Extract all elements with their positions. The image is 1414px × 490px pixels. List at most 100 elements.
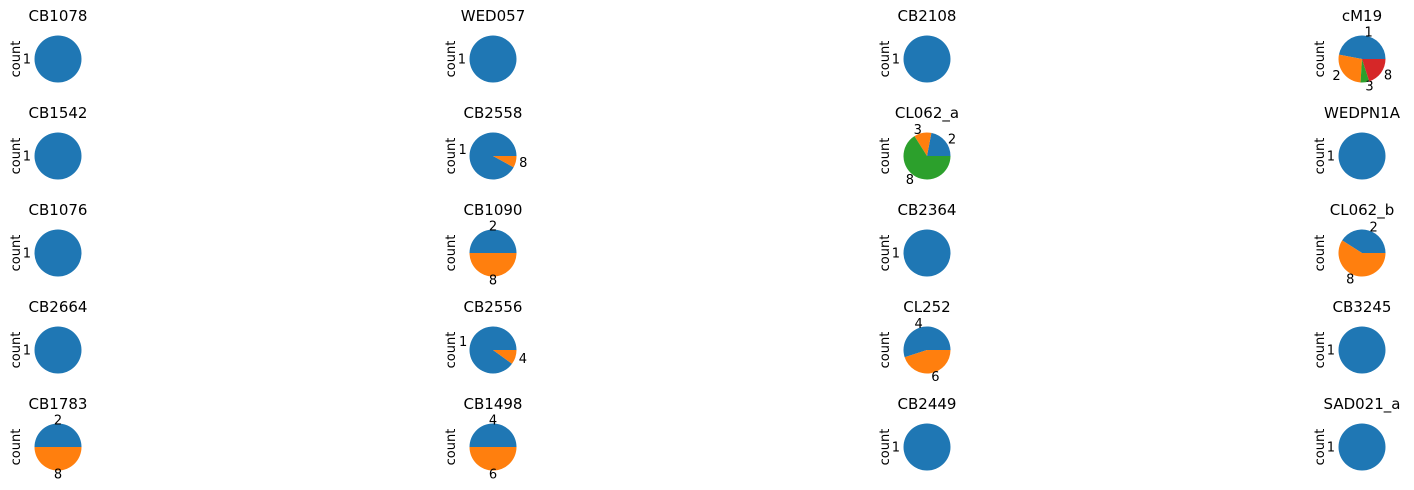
slice-label: 8 [906,173,914,188]
slice-label: 4 [519,352,527,367]
slice-label: 1 [1327,441,1335,456]
slice-label: 1 [459,143,467,158]
slice-label: 1 [23,53,31,68]
pie-slice [469,132,517,180]
slice-label: 1 [1327,150,1335,165]
y-axis-label: count [878,332,893,369]
slice-label: 8 [489,274,497,289]
chart-title: CB2556 [464,298,523,316]
slice-label: 1 [23,344,31,359]
y-axis-label: count [1313,332,1328,369]
chart-title: CB1783 [29,395,88,413]
pie-slice [1360,59,1370,83]
slice-label: 1 [892,53,900,68]
y-axis-label: count [444,429,459,466]
slice-label: 3 [914,123,922,138]
y-axis-label: count [444,41,459,78]
slice-label: 4 [489,413,497,428]
pie-chart: CB1090 count 2 8 [444,201,522,289]
slice-label: 1 [458,53,466,68]
pie-slice [469,35,517,83]
pie-slice [34,447,82,471]
pie-slice [1338,423,1386,471]
chart-title: CB3245 [1333,298,1392,316]
pie-slice [469,253,517,277]
chart-title: CB2449 [898,395,957,413]
y-axis-label: count [1313,41,1328,78]
y-axis-label: count [9,332,24,369]
pie-slice [1362,59,1386,82]
chart-title: CB2664 [29,298,88,316]
chart-title: CB1078 [29,7,88,25]
y-axis-label: count [878,235,893,272]
chart-title: WED057 [461,7,526,25]
slice-label: 1 [1327,344,1335,359]
y-axis-label: count [9,138,24,175]
y-axis-label: count [1313,235,1328,272]
pie-chart: CB1498 count 4 6 [444,395,522,483]
pie-slice [469,447,517,471]
y-axis-label: count [444,138,459,175]
slice-label: 2 [54,413,62,428]
slice-label: 6 [489,468,497,483]
pie-slice [493,156,517,168]
slice-label: 3 [1365,79,1373,94]
y-axis-label: count [9,235,24,272]
pie-slice [1338,35,1386,59]
pie-slice [1342,229,1386,253]
slice-label: 1 [892,441,900,456]
pie-chart: CB2558 count 1 8 [444,104,527,180]
pie-slice [469,326,517,374]
slice-label: 8 [1346,272,1354,287]
pie-slice [34,132,82,180]
pie-slice [34,35,82,83]
y-axis-label: count [1313,138,1328,175]
chart-title: SAD021_a [1324,395,1401,414]
pie-slice [903,229,951,277]
pie-slice [904,350,951,374]
pie-slice [1338,240,1386,277]
slice-label: 8 [519,156,527,171]
pie-slice [914,132,932,156]
y-axis-label: count [9,429,24,466]
slice-label: 2 [1332,69,1340,84]
pie-slice [927,132,951,156]
pie-slice [903,326,951,358]
chart-title: CB2364 [898,201,957,219]
pie-chart: CL252 count 4 6 [878,298,951,385]
pie-slice [1338,132,1386,180]
chart-title: CB1498 [464,395,523,413]
slice-label: 1 [23,150,31,165]
pie-slice [469,229,517,253]
slice-label: 1 [459,335,467,350]
slice-label: 1 [892,247,900,262]
slice-label: 2 [948,132,956,147]
pie-chart: CB1783 count 2 8 [9,395,87,483]
pie-slice [903,423,951,471]
chart-title: CB1090 [464,201,523,219]
pie-slice [493,350,517,364]
slice-label: 2 [489,219,497,234]
slice-label: 1 [1365,26,1373,41]
chart-title: CB2108 [898,7,957,25]
chart-title: CB2558 [464,104,523,122]
pie-chart: CB2556 count 1 4 [444,298,527,374]
pie-slice [469,423,517,447]
y-axis-label: count [878,138,893,175]
y-axis-label: count [444,332,459,369]
slice-label: 8 [1384,68,1392,83]
slice-label: 6 [931,370,939,385]
y-axis-label: count [878,41,893,78]
pie-chart: cM19 count 1 2 38 [1313,7,1392,94]
